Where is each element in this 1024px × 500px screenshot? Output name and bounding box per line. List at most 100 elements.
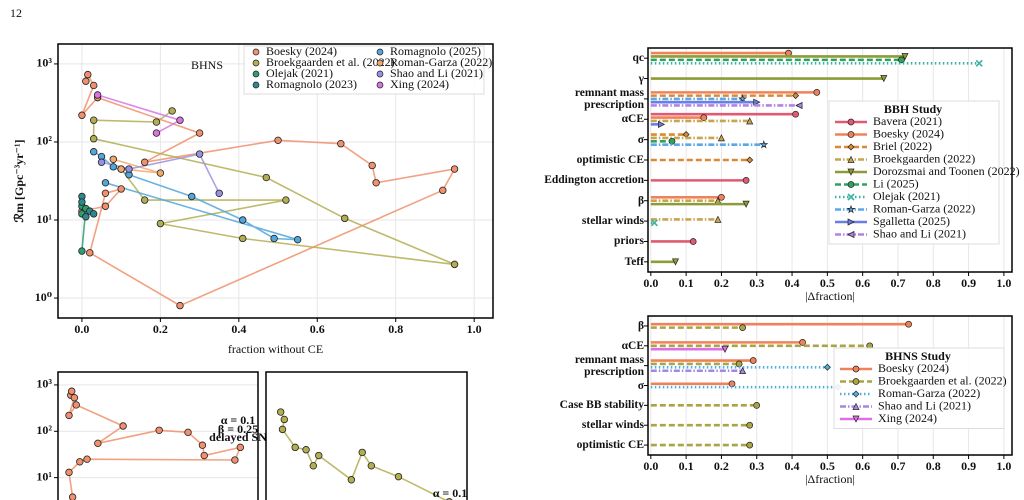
category-label: γ: [638, 72, 644, 85]
x-tick-label: 0.3: [749, 459, 764, 473]
range-marker: [739, 366, 747, 375]
x-tick-label: 0.0: [643, 459, 658, 473]
y-tick-label: 10²: [36, 423, 52, 437]
point: [358, 448, 366, 457]
point: [450, 165, 459, 173]
legend-label: Roman-Garza (2022): [878, 386, 980, 400]
point: [101, 179, 110, 187]
point: [82, 77, 90, 85]
point: [291, 443, 299, 452]
x-axis-label: fraction without CE: [228, 342, 323, 356]
legend-label: Broekgaarden et al. (2022): [266, 55, 395, 69]
x-tick-label: 0.7: [890, 459, 905, 473]
annotation: β = 0.25: [218, 422, 258, 436]
range-marker: [759, 139, 769, 149]
x-tick-label: 0.1: [679, 276, 694, 290]
category-label: stellar winds: [581, 419, 644, 432]
chart-title: BHNS: [191, 58, 223, 72]
range-marker: [721, 345, 729, 353]
legend-marker: [852, 415, 860, 423]
plot-frame: [647, 315, 1013, 456]
x-tick-label: 0.0: [643, 276, 658, 290]
point: [140, 196, 149, 204]
point: [78, 111, 86, 119]
range-marker: [753, 402, 761, 409]
x-tick-label: 0.7: [890, 276, 905, 290]
point: [119, 422, 127, 430]
y-tick-label: 10²: [36, 134, 52, 148]
series-line: [93, 151, 298, 241]
range-marker: [671, 258, 680, 266]
range-marker: [749, 357, 757, 364]
point: [176, 301, 184, 310]
x-tick-label: 0.0: [74, 322, 89, 336]
range-marker: [746, 117, 754, 125]
point: [198, 441, 207, 449]
y-tick-label: 10³: [36, 377, 52, 391]
category-label: stellar winds: [581, 215, 644, 228]
legend-label: Boesky (2024): [873, 126, 944, 140]
point: [117, 185, 125, 193]
point: [140, 158, 149, 166]
point: [280, 415, 289, 424]
point: [82, 213, 90, 221]
range-marker: [717, 134, 725, 142]
range-marker: [718, 194, 725, 201]
legend-marker: [847, 168, 855, 176]
point: [278, 425, 287, 434]
point: [274, 136, 282, 145]
legend-label: Shao and Li (2021): [873, 226, 966, 240]
category-label: priors: [613, 235, 644, 248]
category-label: Case BB stability: [559, 399, 644, 412]
category-label: optimistic CE: [576, 154, 644, 166]
legend-label: Olejak (2021): [266, 66, 333, 80]
point: [262, 173, 270, 182]
point: [231, 456, 239, 464]
point: [89, 148, 98, 156]
legend-marker: [376, 81, 384, 89]
legend-marker: [847, 193, 855, 201]
range-marker: [792, 92, 800, 100]
range-marker: [823, 363, 831, 371]
x-tick-label: 0.1: [679, 459, 694, 473]
range-marker: [746, 441, 754, 449]
point: [337, 140, 345, 148]
category-label: remnant mass prescription: [574, 353, 644, 378]
legend-marker: [847, 118, 855, 126]
category-label: remnant mass prescription: [574, 86, 644, 111]
range-marker: [650, 219, 658, 227]
legend-label: Olejak (2021): [873, 189, 940, 203]
point: [270, 234, 278, 243]
legend-marker: [847, 143, 855, 151]
range-marker: [813, 89, 821, 96]
x-tick-label: 0.8: [926, 459, 941, 473]
point: [72, 401, 80, 409]
point: [70, 394, 79, 402]
legend-marker: [252, 70, 260, 78]
range-marker: [901, 53, 909, 61]
point: [156, 169, 165, 177]
legend-label: Dorozsmai and Toonen (2022): [873, 164, 1020, 178]
y-tick-label: 10¹: [36, 469, 52, 483]
plot-frame: [265, 371, 468, 500]
point: [184, 428, 192, 437]
legend-label: Xing (2024): [390, 77, 449, 91]
point: [117, 165, 125, 173]
point: [368, 161, 376, 170]
legend-label: Boesky (2024): [266, 44, 337, 58]
category-label: optimistic CE: [576, 439, 644, 452]
range-marker: [753, 98, 761, 106]
legend-label: Boesky (2024): [878, 361, 949, 375]
point: [83, 455, 91, 463]
point: [89, 210, 98, 218]
category-label: σ: [637, 133, 644, 146]
point: [394, 472, 403, 481]
range-marker: [668, 138, 676, 145]
x-tick-label: 0.3: [749, 276, 764, 290]
legend-marker: [852, 378, 860, 385]
x-tick-label: 0.9: [961, 276, 976, 290]
x-tick-label: 0.5: [820, 276, 835, 290]
point: [302, 446, 310, 454]
plot-frame: [57, 43, 494, 319]
category-label: Teff: [624, 255, 644, 268]
